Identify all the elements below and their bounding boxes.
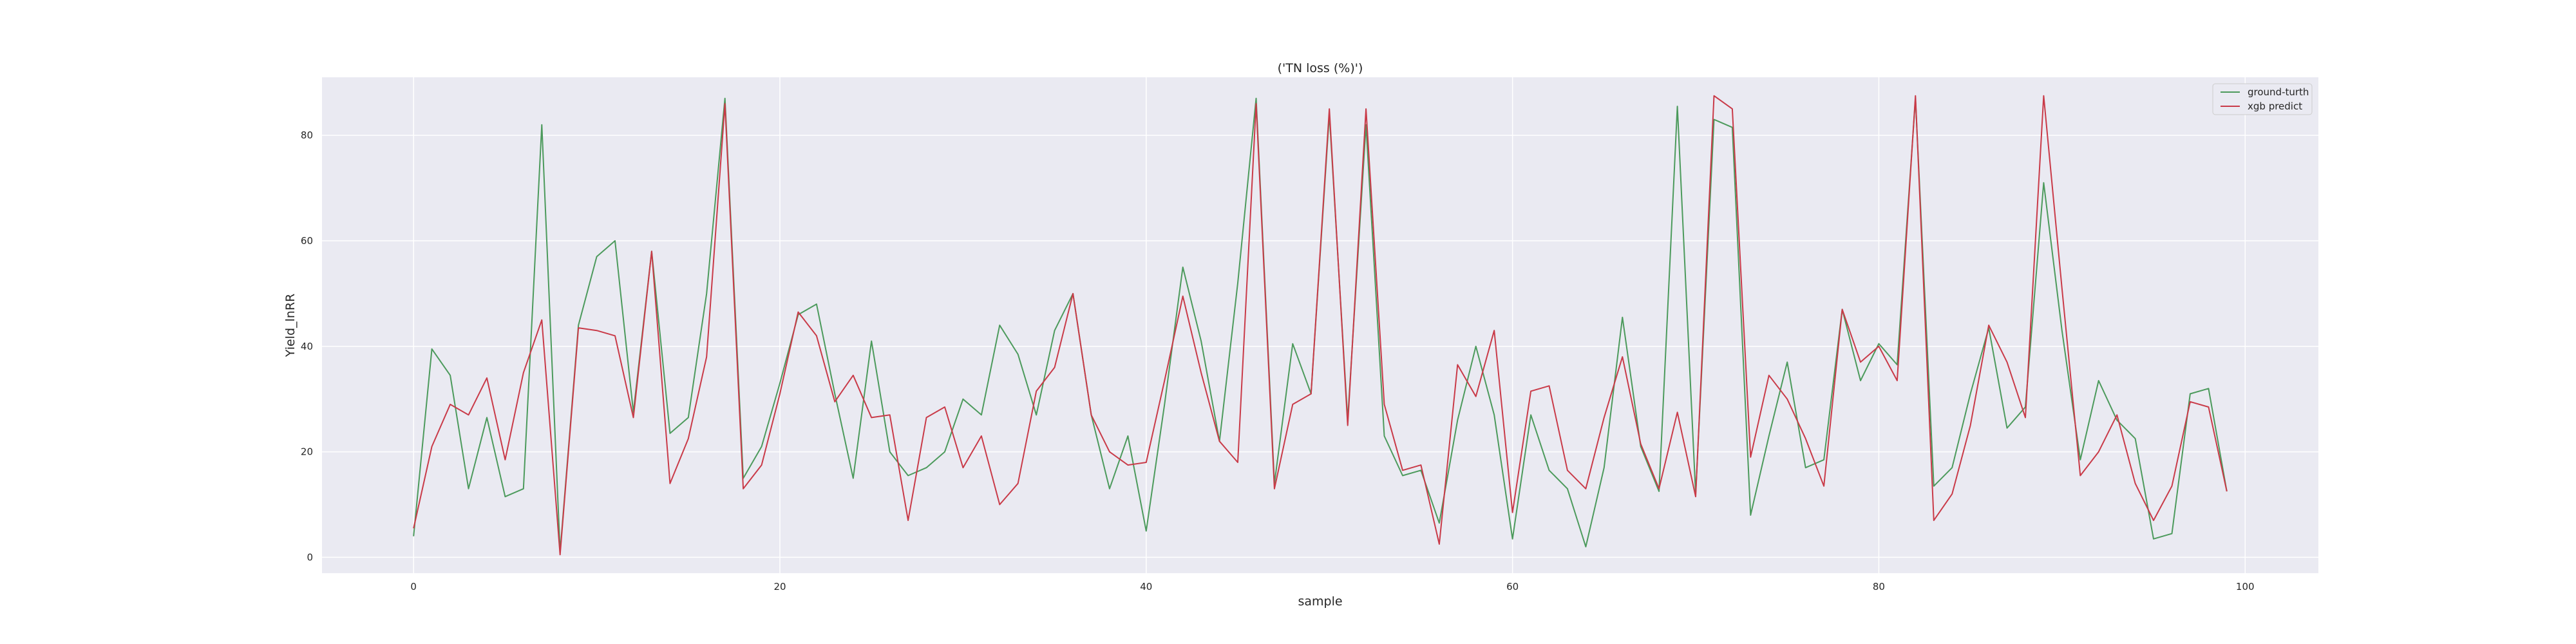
- y-tick-label: 60: [301, 235, 313, 247]
- x-tick-label: 40: [1140, 581, 1152, 592]
- legend-label-ground-turth: ground-turth: [2248, 86, 2309, 98]
- x-tick-label: 80: [1873, 581, 1885, 592]
- chart-title: ('TN loss (%)'): [1278, 61, 1363, 75]
- x-tick-labels: 0 20 40 60 80 100: [410, 581, 2254, 592]
- x-tick-label: 60: [1506, 581, 1519, 592]
- plot-area: [322, 77, 2318, 573]
- y-tick-label: 0: [307, 551, 313, 563]
- grid-lines: [322, 77, 2318, 573]
- y-tick-labels: 0 20 40 60 80: [301, 129, 313, 563]
- series-line-xgb-predict: [413, 95, 2228, 556]
- x-tick-label: 0: [410, 581, 417, 592]
- y-axis-label: Yield_lnRR: [283, 294, 298, 357]
- legend-label-xgb-predict: xgb predict: [2248, 100, 2302, 112]
- legend: ground-turth xgb predict: [2212, 83, 2313, 115]
- y-tick-label: 20: [301, 446, 313, 458]
- y-tick-label: 40: [301, 341, 313, 352]
- y-tick-label: 80: [301, 129, 313, 141]
- x-tick-label: 100: [2236, 581, 2255, 592]
- x-tick-label: 20: [773, 581, 786, 592]
- series-lines: [413, 95, 2228, 556]
- x-axis-label: sample: [1298, 594, 1342, 609]
